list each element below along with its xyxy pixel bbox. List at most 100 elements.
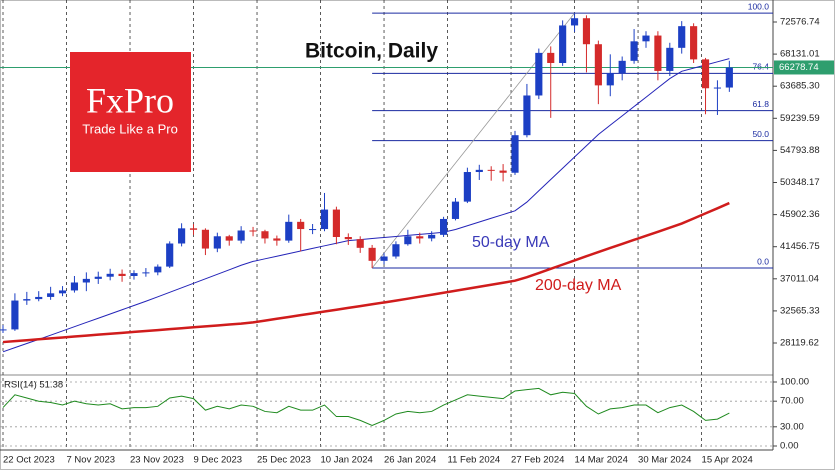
moving-average-line [2, 201, 730, 344]
candle-body [713, 87, 722, 89]
x-tick-label: 25 Dec 2023 [257, 455, 311, 466]
candle-body [559, 25, 567, 63]
candle-body [439, 218, 448, 235]
candle-body [213, 236, 221, 249]
y-tick-label: 63685.30 [780, 81, 820, 92]
last-price-label: 66278.74 [779, 62, 819, 73]
candle-body [499, 170, 507, 173]
x-tick-label: 26 Jan 2024 [384, 455, 436, 466]
series-label: 50-day MA [472, 234, 550, 251]
x-tick-label: 14 Mar 2024 [575, 455, 628, 466]
fib-level-label: 50.0 [752, 129, 769, 139]
candle-body [82, 278, 90, 283]
x-tick-label: 9 Dec 2023 [194, 455, 243, 466]
candle-body [142, 272, 150, 274]
candle-body [606, 73, 614, 86]
candle-body [166, 243, 174, 267]
rsi-line [2, 387, 730, 427]
candle-body [428, 234, 436, 239]
candle-body [201, 229, 209, 249]
candle-body [94, 276, 102, 279]
y-tick-label: 100.00 [780, 377, 809, 388]
x-tick-label: 10 Jan 2024 [321, 455, 373, 466]
candle-body [511, 135, 519, 173]
candle-body [189, 228, 198, 230]
candle-body [178, 228, 186, 244]
candle-body [451, 201, 460, 219]
x-tick-label: 27 Feb 2024 [511, 455, 564, 466]
candle-body [535, 52, 543, 96]
series-label: 200-day MA [535, 277, 622, 294]
fib-level-label: 61.8 [752, 99, 769, 109]
candle-body [582, 18, 591, 45]
x-tick-label: 15 Apr 2024 [702, 455, 753, 466]
candle-body [237, 230, 245, 241]
y-tick-label: 68131.01 [780, 49, 820, 60]
candle-body [309, 229, 317, 231]
y-tick-label: 37011.04 [780, 273, 819, 284]
candle-body [416, 236, 424, 239]
fib-level-label: 100.0 [748, 1, 770, 11]
x-tick-label: 30 Mar 2024 [638, 455, 691, 466]
y-tick-label: 0.00 [780, 441, 799, 452]
fib-level-label: 0.0 [757, 256, 769, 266]
candle-body [58, 290, 67, 294]
candle-body [642, 35, 650, 42]
candle-body [273, 238, 281, 241]
candle-body [23, 299, 31, 301]
candle-body [678, 26, 686, 48]
candle-body [630, 41, 638, 61]
candle-body [666, 47, 674, 71]
candle-body [297, 221, 305, 230]
candle-body [356, 239, 364, 248]
candle-body [106, 273, 114, 277]
candle-body [368, 247, 376, 261]
candle-body [392, 244, 400, 257]
candle-body [0, 329, 7, 331]
candle-body [320, 209, 329, 230]
chart-title: Bitcoin, Daily [305, 40, 438, 63]
logo-tagline: Trade Like a Pro [82, 121, 178, 136]
y-tick-label: 28119.62 [780, 338, 819, 349]
y-tick-label: 72576.74 [780, 17, 820, 28]
candle-body [47, 293, 55, 297]
y-tick-label: 70.00 [780, 396, 804, 407]
x-tick-label: 23 Nov 2023 [130, 455, 184, 466]
y-tick-label: 59239.59 [780, 113, 820, 124]
candle-body [487, 169, 495, 171]
candle-body [594, 44, 602, 86]
y-tick-label: 54793.88 [780, 145, 820, 156]
candle-body [249, 230, 257, 232]
candle-body [261, 231, 269, 239]
y-tick-label: 41456.75 [780, 241, 820, 252]
candle-body [475, 169, 483, 173]
candle-body [701, 59, 710, 89]
moving-average-line [2, 58, 730, 353]
y-tick-label: 50348.17 [780, 177, 820, 188]
candle-body [70, 282, 79, 291]
candle-body [404, 236, 412, 245]
rsi-title: RSI(14) 51.38 [4, 380, 63, 391]
candle-body [570, 18, 579, 26]
candle-body [654, 35, 662, 71]
x-tick-label: 22 Oct 2023 [3, 455, 55, 466]
candle-body [618, 60, 626, 74]
candle-body [380, 256, 388, 261]
candle-body [154, 266, 162, 273]
candle-body [130, 273, 138, 276]
candle-body [11, 300, 19, 330]
logo-box [70, 52, 191, 172]
candle-body [35, 296, 43, 300]
candle-body [523, 95, 531, 136]
candle-body [547, 52, 555, 63]
candle-body [285, 221, 293, 241]
candle-body [118, 273, 126, 276]
candle-body [725, 67, 733, 88]
candle-body [344, 237, 352, 240]
candle-body [690, 26, 698, 60]
y-tick-label: 30.00 [780, 421, 804, 432]
fib-level-label: 76.4 [752, 62, 769, 72]
